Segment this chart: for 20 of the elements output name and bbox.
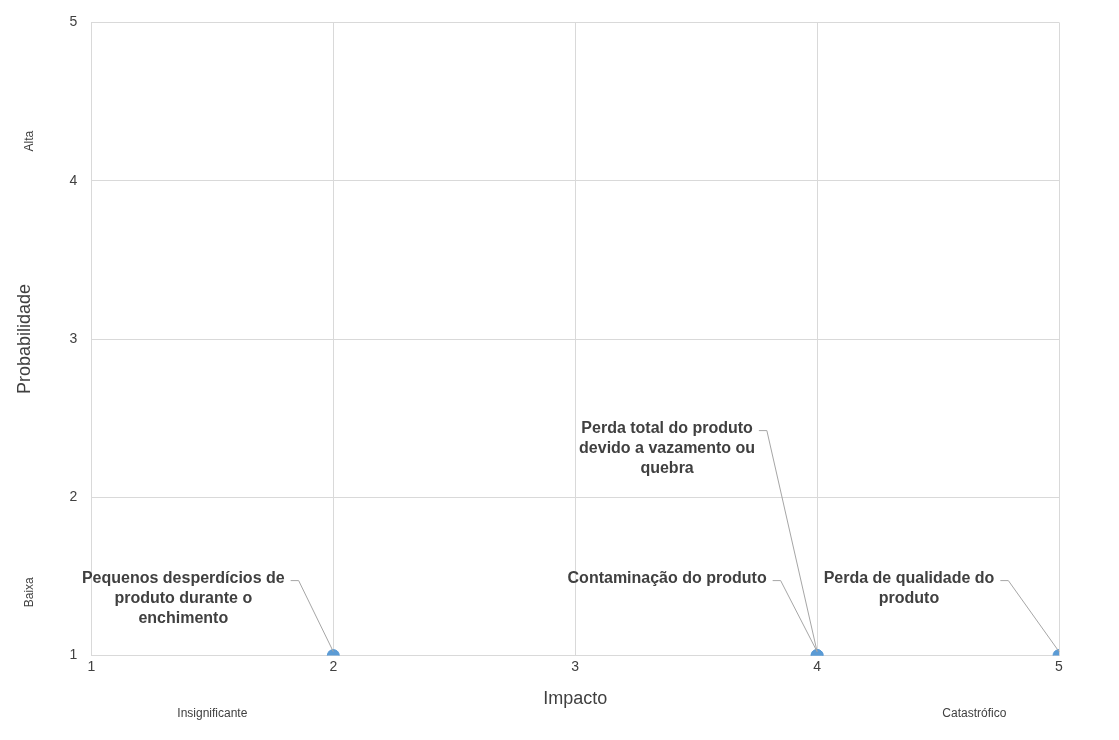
annotation: Perda total do produto devido a vazamento ou quebra: [579, 419, 756, 477]
y-axis-title: Probabilidade: [13, 283, 34, 395]
x-axis-title: Impacto: [543, 688, 608, 709]
text: Alta: [22, 130, 37, 152]
annotation: Contaminação do produto: [567, 569, 767, 587]
annotation: Perda de qualidade do produto: [823, 569, 995, 607]
x-tick-label: 4: [813, 657, 822, 674]
text: Catastrófico: [942, 705, 1007, 720]
y-tick-label: 2: [69, 488, 78, 505]
y-tick-label: 3: [69, 329, 78, 346]
text: Baixa: [22, 576, 37, 608]
text: Insignificante: [177, 705, 248, 720]
x-tick-label: 5: [1055, 657, 1064, 674]
annotation: Pequenos desperdícios de produto durante o enchimento: [81, 569, 285, 627]
y-tick-label: 4: [69, 171, 78, 188]
x-tick-label: 3: [571, 657, 580, 674]
y-tick-label: 1: [69, 646, 78, 663]
y-tick-label: 5: [69, 13, 78, 30]
x-tick-label: 2: [329, 657, 338, 674]
x-tick-label: 1: [87, 657, 96, 674]
